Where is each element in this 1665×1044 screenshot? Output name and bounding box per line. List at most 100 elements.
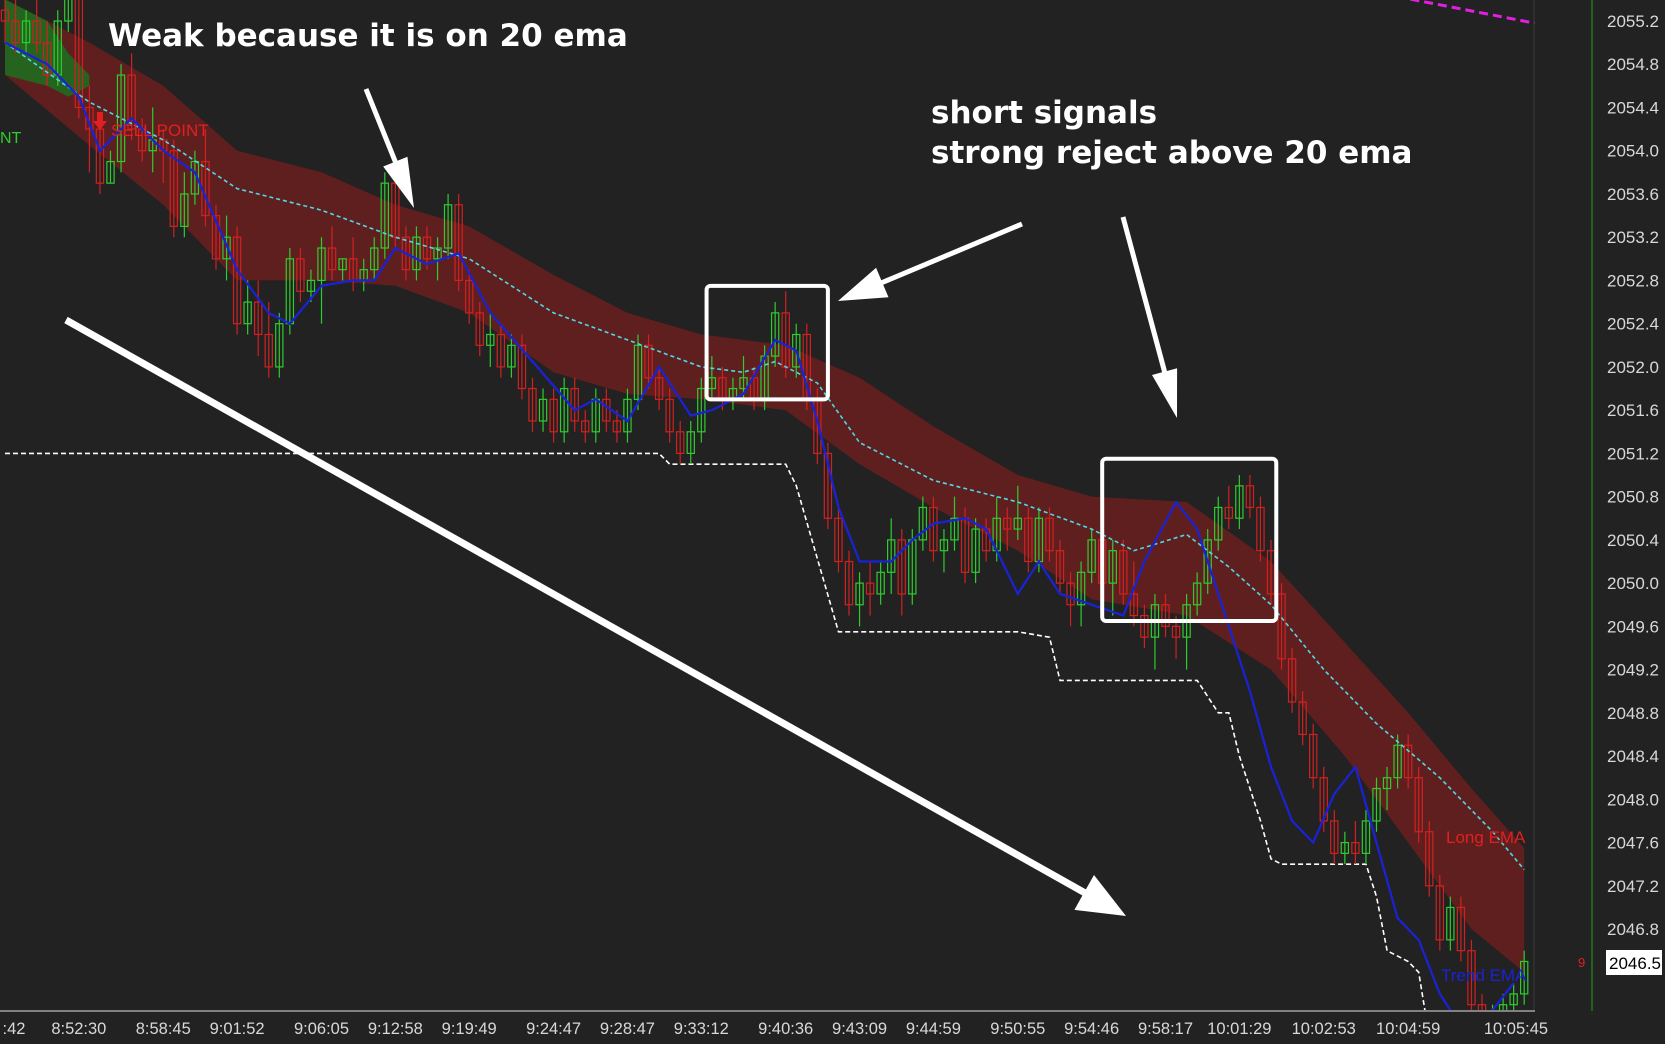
- candle: [1150, 593, 1160, 670]
- candle: [697, 377, 706, 443]
- y-tick-label: 2047.2: [1607, 877, 1659, 896]
- sell-arrow-icon: [92, 112, 107, 130]
- candle-body: [127, 74, 136, 130]
- left-partial-label: NT: [0, 130, 22, 147]
- y-tick-label: 2052.8: [1607, 271, 1659, 290]
- candle: [254, 280, 263, 357]
- x-tick-label: 9:33:12: [674, 1020, 729, 1038]
- candle: [538, 388, 548, 432]
- candle-body: [1003, 517, 1012, 530]
- candle: [64, 0, 73, 32]
- candle: [1298, 691, 1307, 746]
- candle: [1393, 734, 1402, 789]
- candle: [665, 388, 674, 443]
- candle: [1224, 485, 1233, 530]
- candle: [1108, 539, 1117, 616]
- arrow-trend-down: [64, 316, 1126, 916]
- candle: [306, 269, 316, 303]
- y-tick-label: 2051.2: [1607, 444, 1659, 463]
- candle: [1235, 475, 1244, 530]
- x-tick-label: 9:06:05: [294, 1020, 349, 1038]
- ema20-line: [4, 41, 1525, 871]
- candle: [686, 420, 695, 465]
- candle: [1161, 593, 1170, 638]
- y-tick-label: 2048.8: [1607, 704, 1659, 723]
- candle: [1214, 496, 1223, 551]
- candle: [475, 302, 484, 357]
- candle: [770, 302, 780, 367]
- long-ema-label: Long EMA: [1446, 828, 1526, 847]
- candle: [1308, 723, 1318, 789]
- trend-ema-label: Trend EMA: [1441, 966, 1527, 985]
- candle: [1435, 874, 1444, 951]
- candle-body: [169, 150, 178, 227]
- candle: [275, 312, 284, 378]
- highlight-box-2: [1100, 456, 1279, 623]
- candle-body: [950, 517, 959, 541]
- y-tick-label: 2052.0: [1607, 358, 1659, 377]
- candle: [559, 377, 569, 443]
- candle-body: [85, 106, 94, 130]
- candle-body: [1425, 831, 1434, 887]
- candle: [21, 10, 31, 54]
- candle: [243, 280, 252, 335]
- candle: [327, 226, 337, 281]
- candle: [602, 388, 611, 432]
- candle: [106, 150, 115, 184]
- candle: [380, 172, 390, 259]
- candle: [211, 204, 221, 270]
- candle-body: [232, 236, 242, 325]
- candle: [591, 388, 601, 443]
- candle: [1477, 993, 1487, 1010]
- candle: [1055, 539, 1065, 594]
- candle: [1414, 766, 1423, 843]
- candle-body: [1045, 517, 1054, 552]
- candle-body: [317, 247, 326, 282]
- candle-body: [1403, 744, 1413, 779]
- candle-body: [507, 344, 516, 368]
- candle: [897, 529, 906, 616]
- side-marker: 9: [1578, 955, 1585, 970]
- candle-body: [528, 387, 537, 422]
- sell-point-label: SELL POINT: [111, 121, 209, 140]
- candle: [1119, 539, 1128, 605]
- candle: [876, 561, 885, 605]
- candle: [1245, 475, 1255, 519]
- candle: [454, 193, 463, 292]
- candle-body: [1108, 550, 1117, 584]
- candle-body: [823, 452, 833, 519]
- candle: [918, 496, 928, 551]
- candle-body: [370, 247, 379, 271]
- candle-body: [1393, 744, 1402, 779]
- candle-body: [1203, 539, 1212, 584]
- candle-body: [454, 204, 463, 282]
- candle: [549, 388, 558, 443]
- highlight-box-1: [704, 283, 830, 402]
- candle-body: [1277, 593, 1286, 660]
- candle: [971, 518, 980, 584]
- candle: [1287, 647, 1297, 713]
- candle-body: [475, 312, 484, 346]
- x-tick-label: 9:50:55: [990, 1020, 1045, 1038]
- candle: [644, 334, 653, 389]
- candle: [1087, 529, 1096, 584]
- annotation-short-signals: short signals: [931, 95, 1158, 131]
- candle-body: [549, 398, 558, 433]
- y-tick-label: 2054.8: [1607, 55, 1659, 74]
- candle-body: [327, 247, 337, 271]
- candle-body: [64, 0, 73, 22]
- annotation-strong-reject: strong reject above 20 ema: [931, 135, 1413, 171]
- candle-body: [538, 398, 548, 422]
- current-price-box: [1606, 950, 1662, 975]
- candle: [1013, 485, 1023, 540]
- candle: [1192, 572, 1202, 616]
- candle: [169, 139, 178, 238]
- x-tick-label: :42: [3, 1020, 26, 1038]
- candle-body: [391, 182, 400, 238]
- y-tick-label: 2046.8: [1607, 920, 1659, 939]
- candle-body: [1298, 701, 1307, 736]
- candle: [42, 21, 52, 86]
- x-tick-label: 10:05:45: [1484, 1020, 1548, 1038]
